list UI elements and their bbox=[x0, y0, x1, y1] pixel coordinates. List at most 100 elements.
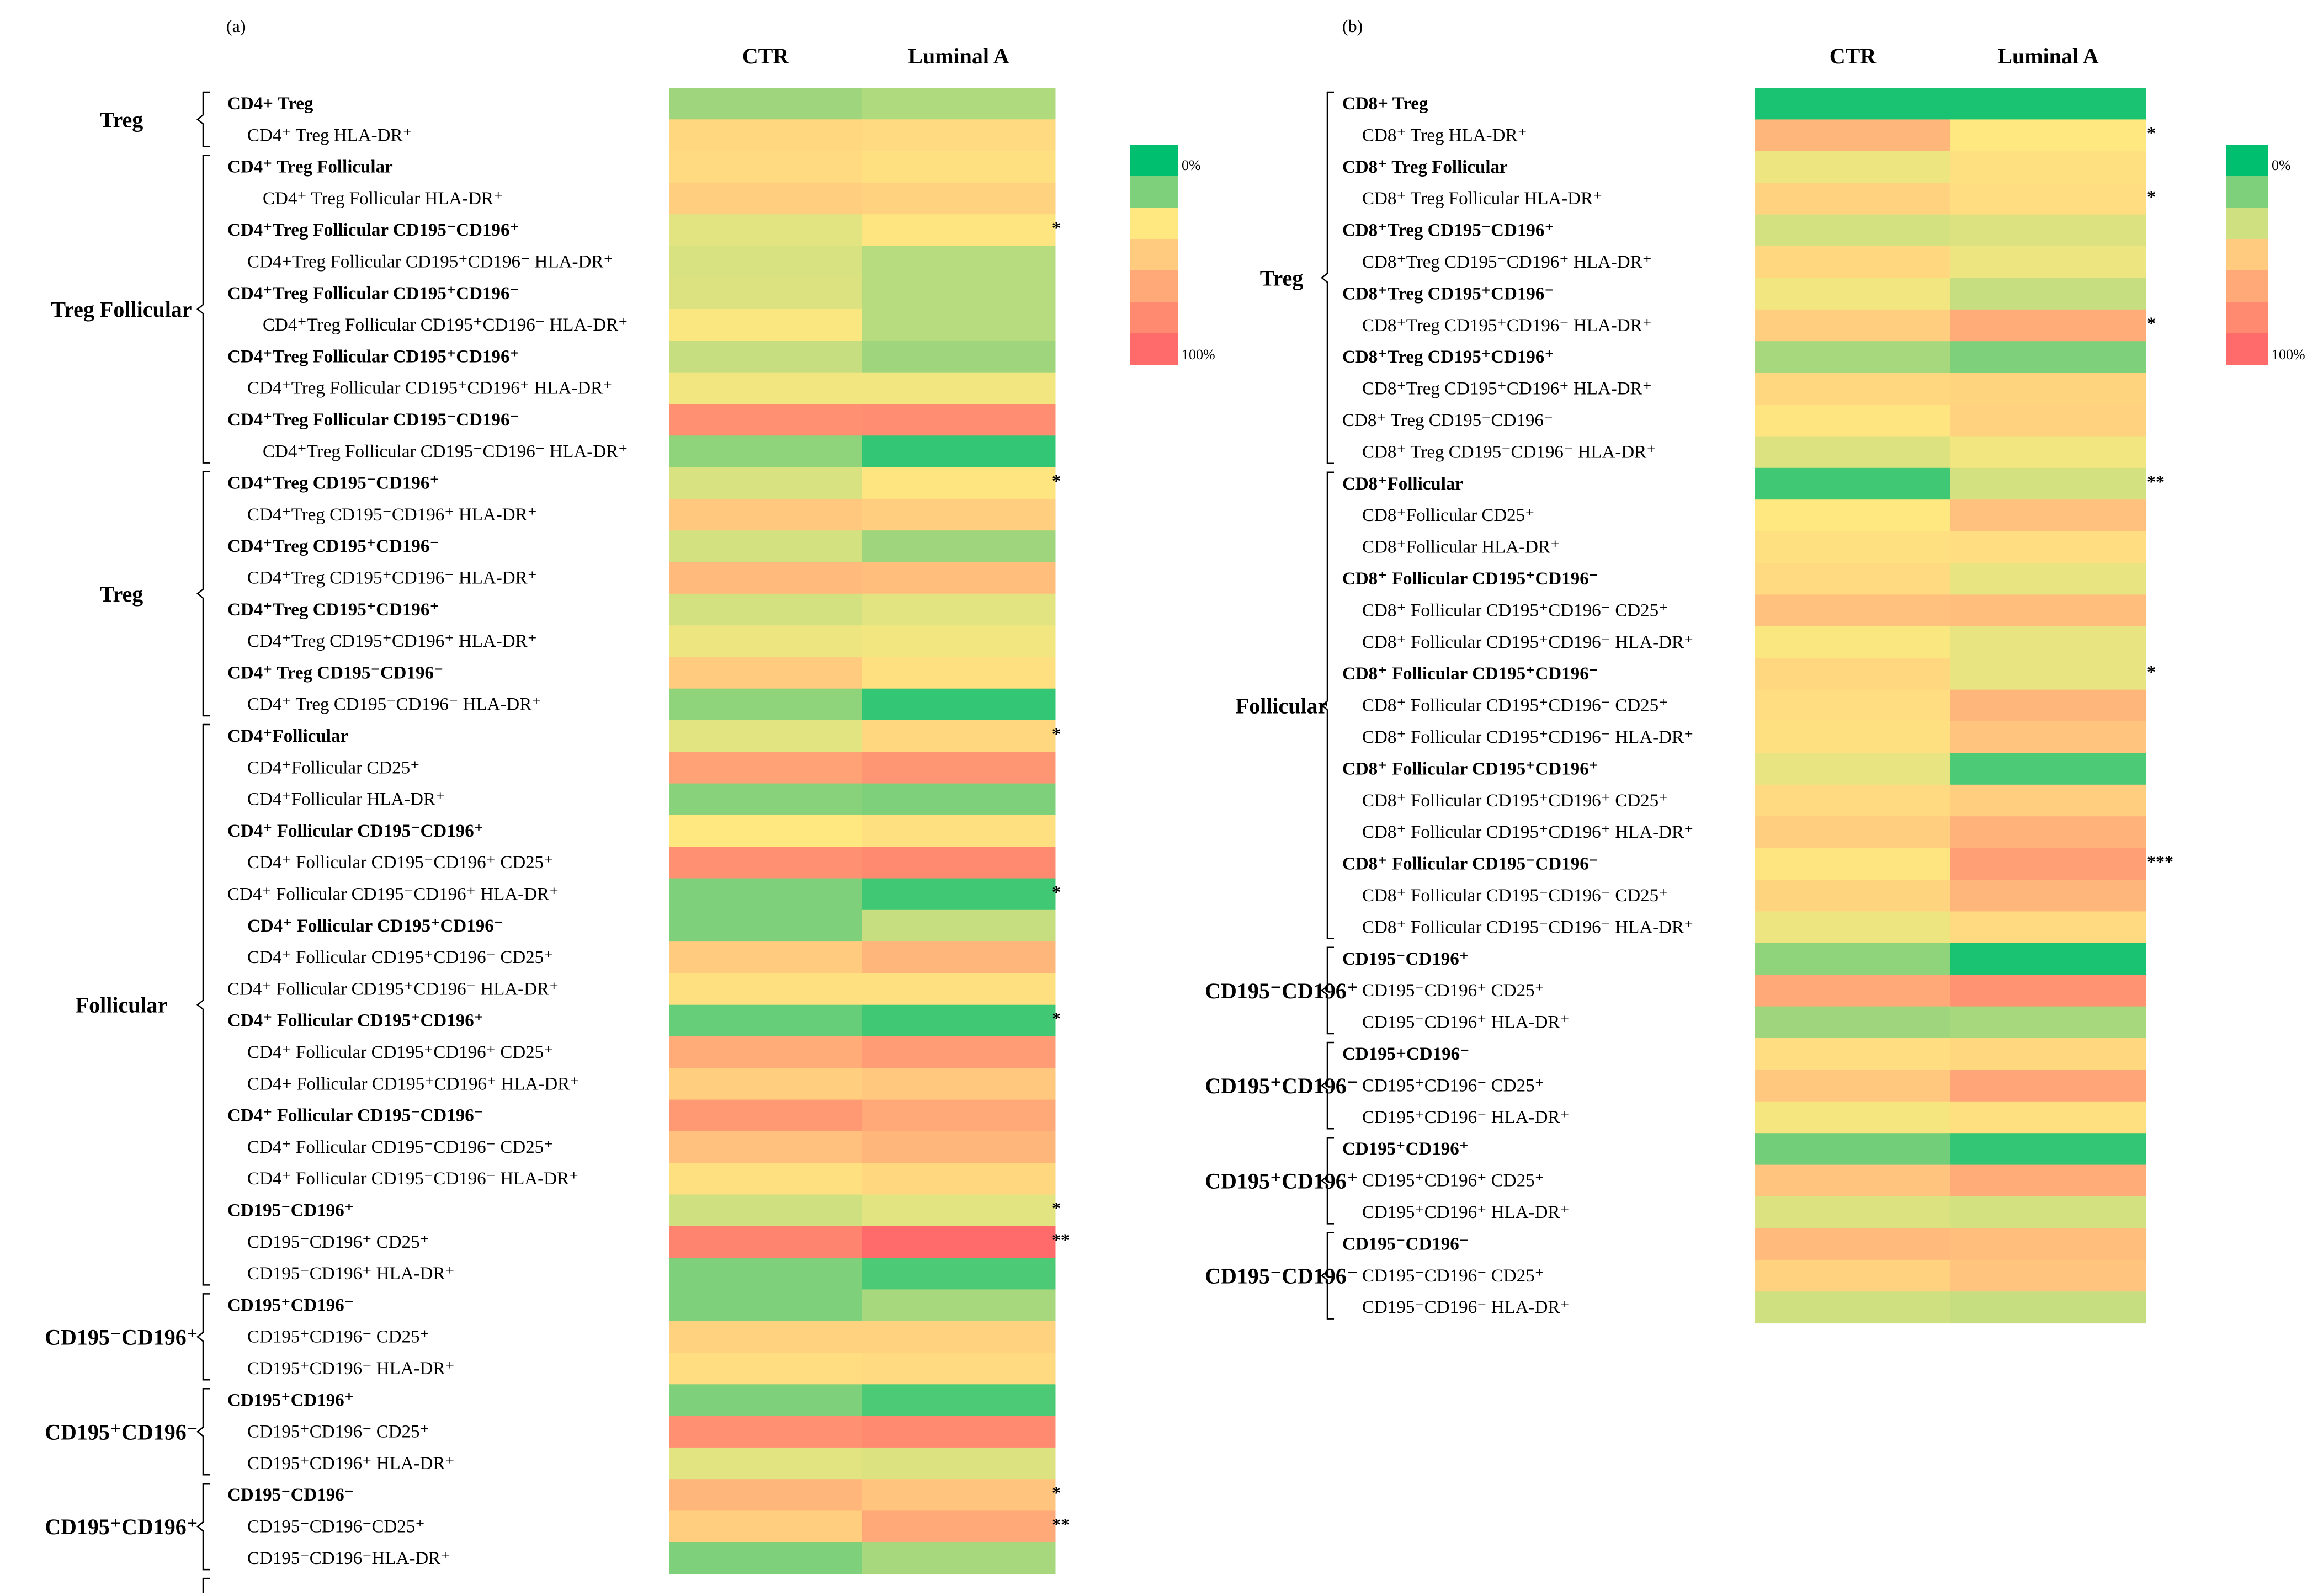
heatmap-cell-a-41-1 bbox=[862, 1384, 1056, 1417]
group-brace-a-1 bbox=[196, 155, 210, 464]
heatmap-cell-a-0-0 bbox=[669, 88, 863, 120]
row-label-b-2: CD8⁺ Treg Follicular bbox=[1342, 157, 1508, 177]
heatmap-cell-b-31-0 bbox=[1755, 1070, 1951, 1102]
heatmap-cell-a-33-0 bbox=[669, 1131, 863, 1163]
heatmap-cell-b-0-0 bbox=[1755, 88, 1951, 120]
significance-marker-a-29: * bbox=[1052, 1008, 1061, 1028]
heatmap-cell-a-1-0 bbox=[669, 119, 863, 152]
group-label-a-0: Treg bbox=[100, 107, 143, 132]
heatmap-cell-a-34-1 bbox=[862, 1163, 1056, 1195]
group-label-b-4: CD195⁺CD196⁺ bbox=[1205, 1168, 1358, 1193]
heatmap-cell-a-5-0 bbox=[669, 246, 863, 278]
significance-marker-b-1: * bbox=[2147, 123, 2156, 143]
group-brace-a-5 bbox=[196, 1388, 210, 1476]
heatmap-cell-a-8-0 bbox=[669, 341, 863, 373]
group-brace-a-4 bbox=[196, 1293, 210, 1381]
heatmap-cell-b-5-1 bbox=[1950, 246, 2146, 278]
heatmap-cell-a-36-1 bbox=[862, 1226, 1056, 1258]
heatmap-cell-a-29-1 bbox=[862, 1004, 1056, 1037]
column-header-a-1: Luminal A bbox=[908, 44, 1009, 68]
heatmap-cell-b-35-0 bbox=[1755, 1196, 1951, 1228]
heatmap-cell-a-20-1 bbox=[862, 720, 1056, 752]
significance-marker-a-25: * bbox=[1052, 882, 1061, 902]
heatmap-cell-b-7-0 bbox=[1755, 309, 1951, 342]
row-label-a-9: CD4⁺Treg Follicular CD195⁺CD196⁺ HLA-DR⁺ bbox=[247, 379, 613, 398]
heatmap-cell-b-20-0 bbox=[1755, 721, 1951, 753]
heatmap-cell-a-20-0 bbox=[669, 720, 863, 752]
row-label-b-7: CD8⁺Treg CD195⁺CD196⁻ HLA-DR⁺ bbox=[1362, 316, 1652, 336]
heatmap-cell-b-13-1 bbox=[1950, 499, 2146, 532]
heatmap-cell-b-19-1 bbox=[1950, 689, 2146, 722]
group-brace-a-0 bbox=[196, 91, 210, 147]
legend-swatch-a-4 bbox=[1130, 270, 1178, 302]
heatmap-cell-a-17-1 bbox=[862, 625, 1056, 657]
legend-swatch-b-2 bbox=[2226, 208, 2268, 240]
heatmap-cell-a-11-1 bbox=[862, 435, 1056, 468]
row-label-a-15: CD4⁺Treg CD195⁺CD196⁻ HLA-DR⁺ bbox=[247, 568, 537, 588]
heatmap-cell-b-6-0 bbox=[1755, 278, 1951, 310]
heatmap-cell-a-7-0 bbox=[669, 309, 863, 341]
heatmap-cell-b-16-0 bbox=[1755, 594, 1951, 627]
group-label-a-4: CD195⁻CD196⁺ bbox=[45, 1324, 198, 1349]
row-label-a-2: CD4⁺ Treg Follicular bbox=[227, 157, 393, 177]
group-label-b-5: CD195⁻CD196⁻ bbox=[1205, 1264, 1358, 1289]
heatmap-cell-b-33-0 bbox=[1755, 1133, 1951, 1166]
heatmap-cell-b-22-1 bbox=[1950, 784, 2146, 817]
heatmap-cell-b-2-0 bbox=[1755, 151, 1951, 183]
row-label-a-23: CD4⁺ Follicular CD195⁻CD196⁺ bbox=[227, 821, 483, 841]
heatmap-cell-a-24-1 bbox=[862, 847, 1056, 879]
group-label-b-2: CD195⁻CD196⁺ bbox=[1205, 978, 1358, 1003]
row-label-a-21: CD4⁺Follicular CD25⁺ bbox=[247, 758, 420, 778]
heatmap-cell-a-4-0 bbox=[669, 214, 863, 246]
heatmap-cell-a-39-1 bbox=[862, 1321, 1056, 1353]
legend-swatch-b-3 bbox=[2226, 239, 2268, 271]
heatmap-cell-b-15-1 bbox=[1950, 563, 2146, 595]
row-label-a-14: CD4⁺Treg CD195⁺CD196⁻ bbox=[227, 536, 439, 556]
heatmap-cell-b-18-0 bbox=[1755, 658, 1951, 690]
heatmap-cell-b-35-1 bbox=[1950, 1196, 2146, 1228]
heatmap-cell-a-35-1 bbox=[862, 1194, 1056, 1227]
heatmap-cell-a-6-1 bbox=[862, 277, 1056, 310]
row-label-a-43: CD195⁺CD196⁺ HLA-DR⁺ bbox=[247, 1454, 455, 1473]
heatmap-cell-b-30-0 bbox=[1755, 1038, 1951, 1070]
heatmap-cell-a-8-1 bbox=[862, 341, 1056, 373]
row-label-a-39: CD195⁺CD196⁻ CD25⁺ bbox=[247, 1327, 429, 1347]
row-label-a-22: CD4⁺Follicular HLA-DR⁺ bbox=[247, 790, 445, 810]
legend-swatch-b-0 bbox=[2226, 145, 2268, 177]
row-label-a-29: CD4⁺ Follicular CD195⁺CD196⁺ bbox=[227, 1011, 483, 1031]
row-label-a-3: CD4⁺ Treg Follicular HLA-DR⁺ bbox=[263, 189, 503, 209]
heatmap-cell-b-11-0 bbox=[1755, 436, 1951, 469]
row-label-b-22: CD8⁺ Follicular CD195⁺CD196⁺ CD25⁺ bbox=[1362, 791, 1668, 811]
heatmap-cell-b-37-0 bbox=[1755, 1259, 1951, 1292]
heatmap-cell-b-26-1 bbox=[1950, 911, 2146, 944]
heatmap-cell-b-8-1 bbox=[1950, 341, 2146, 374]
row-label-a-26: CD4⁺ Follicular CD195⁺CD196⁻ bbox=[247, 916, 503, 936]
row-label-a-36: CD195⁻CD196⁺ CD25⁺ bbox=[247, 1232, 429, 1252]
significance-marker-b-24: *** bbox=[2147, 852, 2173, 871]
heatmap-cell-b-9-1 bbox=[1950, 373, 2146, 405]
significance-marker-a-20: * bbox=[1052, 724, 1061, 744]
group-brace-b-0 bbox=[1320, 91, 1334, 465]
column-header-a-0: CTR bbox=[742, 44, 790, 68]
legend-swatch-b-6 bbox=[2226, 333, 2268, 365]
heatmap-cell-a-16-1 bbox=[862, 593, 1056, 626]
heatmap-cell-a-3-1 bbox=[862, 182, 1056, 215]
heatmap-cell-a-46-0 bbox=[669, 1542, 863, 1574]
heatmap-cell-a-9-1 bbox=[862, 372, 1056, 405]
heatmap-cell-b-32-1 bbox=[1950, 1101, 2146, 1134]
heatmap-cell-a-38-1 bbox=[862, 1289, 1056, 1322]
row-label-a-32: CD4⁺ Follicular CD195⁻CD196⁻ bbox=[227, 1106, 483, 1126]
row-label-a-7: CD4⁺Treg Follicular CD195⁺CD196⁻ HLA-DR⁺ bbox=[263, 315, 628, 335]
row-label-a-44: CD195⁻CD196⁻ bbox=[227, 1485, 354, 1505]
row-label-a-31: CD4+ Follicular CD195⁺CD196⁺ HLA-DR⁺ bbox=[247, 1074, 580, 1094]
row-label-b-8: CD8⁺Treg CD195⁺CD196⁺ bbox=[1342, 347, 1554, 367]
heatmap-cell-b-23-1 bbox=[1950, 816, 2146, 849]
heatmap-cell-b-17-1 bbox=[1950, 626, 2146, 658]
row-label-b-24: CD8⁺ Follicular CD195⁻CD196⁻ bbox=[1342, 854, 1598, 874]
group-brace-b-5 bbox=[1320, 1232, 1334, 1320]
row-label-a-33: CD4⁺ Follicular CD195⁻CD196⁻ CD25⁺ bbox=[247, 1137, 554, 1157]
significance-marker-a-35: * bbox=[1052, 1198, 1061, 1218]
heatmap-cell-b-17-0 bbox=[1755, 626, 1951, 658]
heatmap-cell-b-34-0 bbox=[1755, 1164, 1951, 1197]
heatmap-cell-a-2-1 bbox=[862, 151, 1056, 183]
